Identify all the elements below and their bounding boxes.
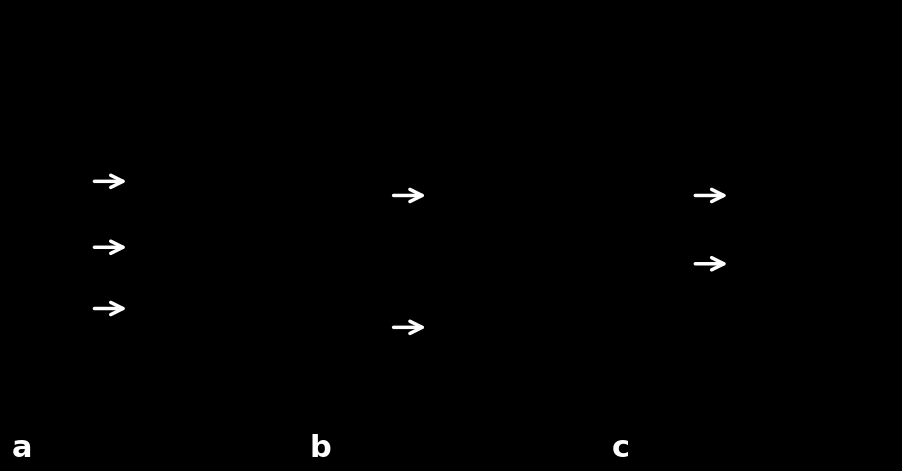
Text: a: a	[12, 434, 32, 463]
Text: b: b	[309, 434, 331, 463]
Text: c: c	[612, 434, 630, 463]
